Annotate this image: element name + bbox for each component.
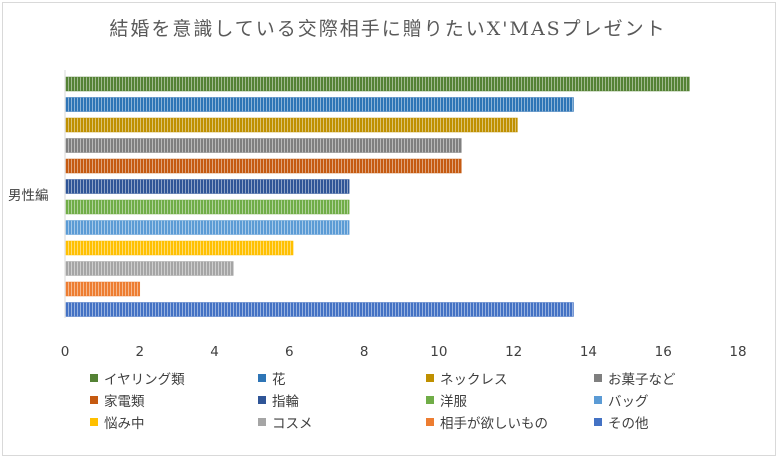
bar-11 [65,281,141,297]
x-tick-label: 8 [360,344,369,360]
bar-9 [65,240,294,256]
legend: イヤリング類 花 ネックレス お菓子など家電類 指輪 洋服 バッグ悩み中 コスメ 相手が欲しいも… [90,368,770,432]
legend-item: ネックレス [426,368,594,388]
legend-item: 指輪 [258,390,426,410]
legend-label: その他 [608,415,649,432]
legend-swatch [594,373,602,382]
bar-7 [65,199,350,215]
bar-8 [65,220,350,235]
bar-5 [65,158,462,174]
bar-4 [65,138,462,153]
x-tick-label: 14 [580,344,597,360]
bar-2 [65,97,574,112]
legend-label: 指輪 [272,393,299,410]
x-tick-label: 18 [729,344,746,360]
legend-swatch [426,417,434,426]
legend-label: 相手が欲しいもの [440,415,548,432]
legend-label: イヤリング類 [104,371,185,388]
legend-swatch [594,395,602,404]
legend-item: 悩み中 [90,412,258,432]
x-tick-label: 10 [430,344,447,360]
legend-swatch [258,373,266,382]
x-tick-label: 4 [210,344,219,360]
legend-label: バッグ [608,393,649,410]
legend-item: 花 [258,368,426,388]
legend-label: コスメ [272,415,313,432]
legend-label: 洋服 [440,393,467,410]
legend-swatch [258,417,266,426]
legend-swatch [90,395,98,404]
legend-item: お菓子など [594,368,762,388]
legend-item: 家電類 [90,390,258,410]
legend-item: その他 [594,412,762,432]
legend-swatch [426,395,434,404]
legend-item: バッグ [594,390,762,410]
category-label: 男性編 [8,188,49,204]
x-tick-label: 12 [505,344,522,360]
bar-12 [65,302,574,317]
legend-label: ネックレス [440,371,508,388]
legend-swatch [90,417,98,426]
bar-6 [65,179,350,194]
legend-swatch [90,373,98,382]
legend-label: 家電類 [104,393,145,410]
bar-10 [65,261,234,276]
x-tick-label: 16 [655,344,672,360]
x-tick-label: 6 [285,344,294,360]
legend-swatch [594,417,602,426]
x-tick-label: 2 [135,344,144,360]
legend-label: 花 [272,371,286,388]
legend-swatch [258,395,266,404]
x-tick-label: 0 [61,344,70,360]
legend-item: 洋服 [426,390,594,410]
bar-3 [65,117,518,133]
chart-title: 結婚を意識している交際相手に贈りたいX'MASプレゼント [109,18,667,40]
legend-item: イヤリング類 [90,368,258,388]
legend-label: お菓子など [608,371,676,388]
legend-item: コスメ [258,412,426,432]
legend-label: 悩み中 [104,415,145,432]
legend-swatch [426,373,434,382]
bar-1 [65,76,690,92]
legend-item: 相手が欲しいもの [426,412,594,432]
